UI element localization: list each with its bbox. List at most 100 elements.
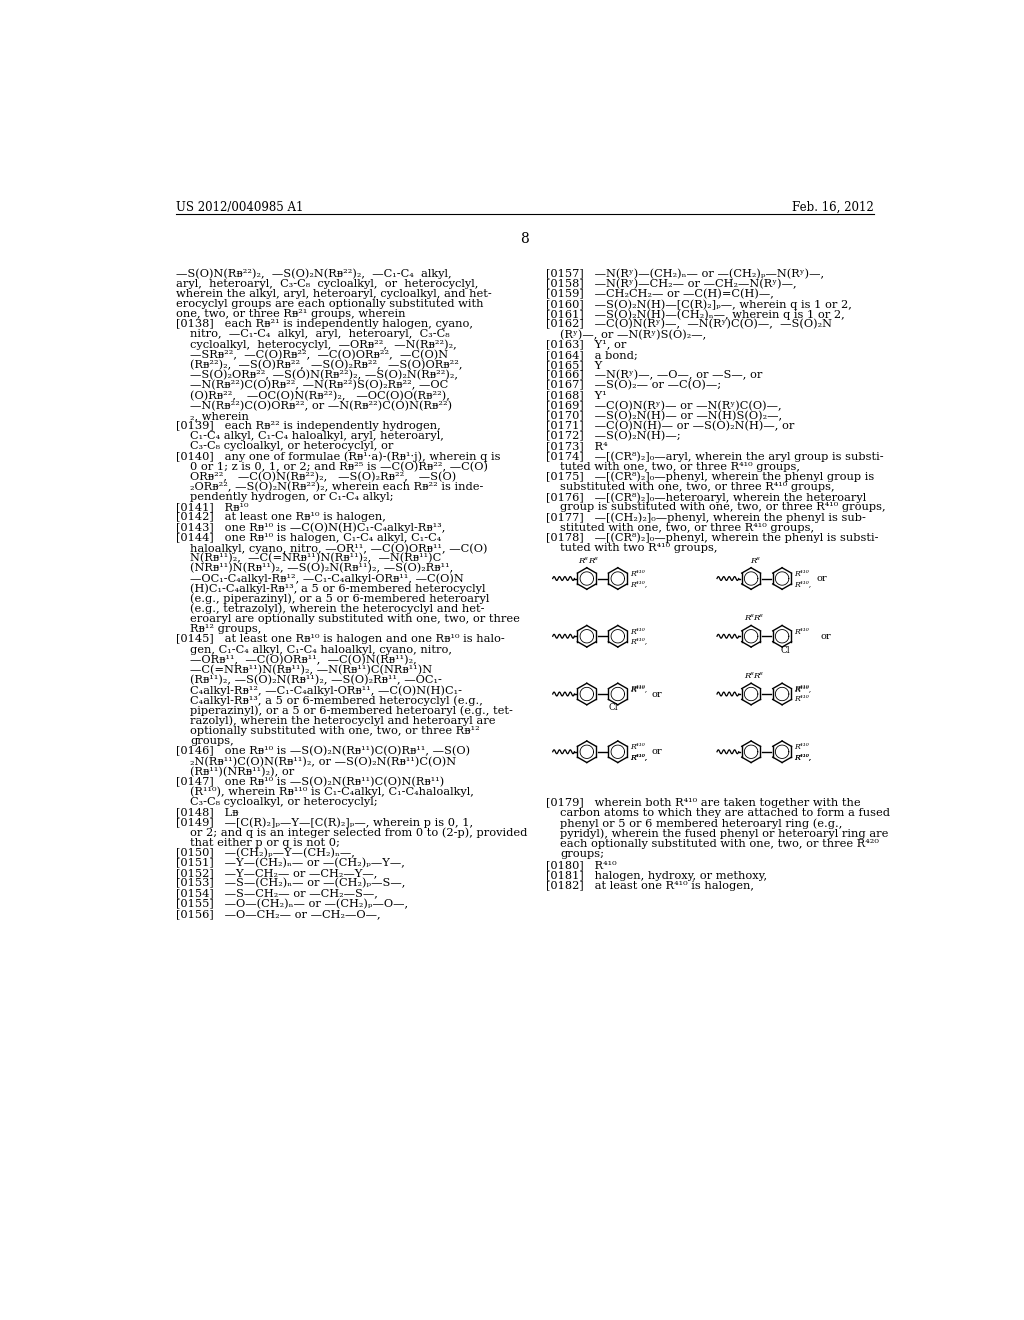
Text: 8: 8	[520, 231, 529, 246]
Text: [0176]   —[(CR⁸)₂]₀—heteroaryl, wherein the heteroaryl: [0176] —[(CR⁸)₂]₀—heteroaryl, wherein th…	[547, 492, 866, 503]
Text: [0172]   —S(O)₂N(H)—;: [0172] —S(O)₂N(H)—;	[547, 432, 681, 441]
Text: US 2012/0040985 A1: US 2012/0040985 A1	[176, 201, 303, 214]
Text: [0175]   —[(CR⁸)₂]₀—phenyl, wherein the phenyl group is: [0175] —[(CR⁸)₂]₀—phenyl, wherein the ph…	[547, 471, 874, 482]
Text: [0182]   at least one R⁴¹⁰ is halogen,: [0182] at least one R⁴¹⁰ is halogen,	[547, 880, 755, 891]
Text: [0150]   —(CH₂)ₚ—Y—(CH₂)ₙ—,: [0150] —(CH₂)ₚ—Y—(CH₂)ₙ—,	[176, 847, 355, 858]
Text: R⁴¹⁰,: R⁴¹⁰,	[630, 754, 647, 762]
Text: carbon atoms to which they are attached to form a fused: carbon atoms to which they are attached …	[560, 808, 891, 818]
Text: ₂N(Rᴃ¹¹)C(O)N(Rᴃ¹¹)₂, or —S(O)₂N(Rᴃ¹¹)C(O)N: ₂N(Rᴃ¹¹)C(O)N(Rᴃ¹¹)₂, or —S(O)₂N(Rᴃ¹¹)C(…	[190, 756, 456, 767]
Text: —N(Rᴃ²²)C(O)Rᴃ²², —N(Rᴃ²²)S(O)₂Rᴃ²², —OC: —N(Rᴃ²²)C(O)Rᴃ²², —N(Rᴃ²²)S(O)₂Rᴃ²², —OC	[190, 380, 449, 391]
Text: [0154]   —S—CH₂— or —CH₂—S—,: [0154] —S—CH₂— or —CH₂—S—,	[176, 888, 378, 899]
Text: R⁴¹⁰: R⁴¹⁰	[795, 743, 809, 751]
Text: [0166]   —N(Rʸ)—, —O—, or —S—, or: [0166] —N(Rʸ)—, —O—, or —S—, or	[547, 370, 763, 380]
Text: R⁴¹⁰,: R⁴¹⁰,	[795, 754, 812, 762]
Text: [0165]   Y: [0165] Y	[547, 360, 603, 370]
Text: each optionally substituted with one, two, or three R⁴²⁰: each optionally substituted with one, tw…	[560, 838, 880, 849]
Text: [0162]   —C(O)N(Rʸ)—,  —N(Rʸ)C(O)—,  —S(O)₂N: [0162] —C(O)N(Rʸ)—, —N(Rʸ)C(O)—, —S(O)₂N	[547, 319, 833, 330]
Text: [0161]   —S(O)₂N(H)—(CH₂)ₙ—, wherein q is 1 or 2,: [0161] —S(O)₂N(H)—(CH₂)ₙ—, wherein q is …	[547, 309, 845, 319]
Text: wherein the alkyl, aryl, heteroaryl, cycloalkyl, and het-: wherein the alkyl, aryl, heteroaryl, cyc…	[176, 289, 492, 298]
Text: [0151]   —Y—(CH₂)ₙ— or —(CH₂)ₚ—Y—,: [0151] —Y—(CH₂)ₙ— or —(CH₂)ₚ—Y—,	[176, 858, 404, 869]
Text: [0164]   a bond;: [0164] a bond;	[547, 350, 638, 360]
Text: R⁸: R⁸	[588, 557, 598, 565]
Text: pyridyl), wherein the fused phenyl or heteroaryl ring are: pyridyl), wherein the fused phenyl or he…	[560, 829, 889, 840]
Text: R⁴¹⁰: R⁴¹⁰	[630, 570, 645, 578]
Text: [0146]   one Rᴃ¹⁰ is —S(O)₂N(Rᴃ¹¹)C(O)Rᴃ¹¹, —S(O): [0146] one Rᴃ¹⁰ is —S(O)₂N(Rᴃ¹¹)C(O)Rᴃ¹¹…	[176, 746, 470, 756]
Text: (R¹¹⁰), wherein Rᴃ¹¹⁰ is C₁-C₄alkyl, C₁-C₄haloalkyl,: (R¹¹⁰), wherein Rᴃ¹¹⁰ is C₁-C₄alkyl, C₁-…	[190, 787, 474, 797]
Text: [0158]   —N(Rʸ)—CH₂— or —CH₂—N(Rʸ)—,: [0158] —N(Rʸ)—CH₂— or —CH₂—N(Rʸ)—,	[547, 279, 797, 289]
Text: R⁴¹⁰: R⁴¹⁰	[795, 627, 809, 636]
Text: R⁸: R⁸	[754, 672, 763, 680]
Text: Cl: Cl	[608, 704, 618, 713]
Text: stituted with one, two, or three R⁴¹⁰ groups,: stituted with one, two, or three R⁴¹⁰ gr…	[560, 523, 814, 532]
Text: R⁴¹⁰,: R⁴¹⁰,	[795, 579, 812, 587]
Text: Feb. 16, 2012: Feb. 16, 2012	[792, 201, 873, 214]
Text: R⁴¹⁰: R⁴¹⁰	[630, 685, 645, 693]
Text: N(Rᴃ¹¹)₂,  —C(=NRᴃ¹¹)N(Rᴃ¹¹)₂,  —N(Rᴃ¹¹)C: N(Rᴃ¹¹)₂, —C(=NRᴃ¹¹)N(Rᴃ¹¹)₂, —N(Rᴃ¹¹)C	[190, 553, 441, 564]
Text: nitro,  —C₁-C₄  alkyl,  aryl,  heteroaryl,  C₃-C₈: nitro, —C₁-C₄ alkyl, aryl, heteroaryl, C…	[190, 330, 450, 339]
Text: Cl: Cl	[780, 645, 791, 655]
Text: [0141]   Rᴃ¹⁰: [0141] Rᴃ¹⁰	[176, 503, 249, 512]
Text: [0171]   —C(O)N(H)— or —S(O)₂N(H)—, or: [0171] —C(O)N(H)— or —S(O)₂N(H)—, or	[547, 421, 795, 432]
Text: that either p or q is not 0;: that either p or q is not 0;	[190, 838, 340, 847]
Text: C₄alkyl-Rᴃ¹³, a 5 or 6-membered heterocyclyl (e.g.,: C₄alkyl-Rᴃ¹³, a 5 or 6-membered heterocy…	[190, 696, 483, 706]
Text: [0173]   R⁴: [0173] R⁴	[547, 441, 608, 451]
Text: [0177]   —[(CH₂)₂]₀—phenyl, wherein the phenyl is sub-: [0177] —[(CH₂)₂]₀—phenyl, wherein the ph…	[547, 512, 866, 523]
Text: R⁴¹⁰,: R⁴¹⁰,	[795, 754, 812, 762]
Text: [0155]   —O—(CH₂)ₙ— or —(CH₂)ₚ—O—,: [0155] —O—(CH₂)ₙ— or —(CH₂)ₚ—O—,	[176, 899, 409, 909]
Text: [0144]   one Rᴃ¹⁰ is halogen, C₁-C₄ alkyl, C₁-C₄: [0144] one Rᴃ¹⁰ is halogen, C₁-C₄ alkyl,…	[176, 533, 441, 543]
Text: [0152]   —Y—CH₂— or —CH₂—Y—,: [0152] —Y—CH₂— or —CH₂—Y—,	[176, 869, 378, 878]
Text: R⁴¹⁰,: R⁴¹⁰,	[630, 754, 647, 762]
Text: ₂, wherein: ₂, wherein	[190, 411, 249, 421]
Text: haloalkyl, cyano, nitro, —OR¹¹, —C(O)ORᴃ¹¹, —C(O): haloalkyl, cyano, nitro, —OR¹¹, —C(O)ORᴃ…	[190, 543, 487, 553]
Text: R⁸: R⁸	[744, 672, 754, 680]
Text: [0180]   R⁴¹⁰: [0180] R⁴¹⁰	[547, 861, 617, 870]
Text: piperazinyl), or a 5 or 6-membered heteroaryl (e.g., tet-: piperazinyl), or a 5 or 6-membered heter…	[190, 706, 513, 717]
Text: [0147]   one Rᴃ¹⁰ is —S(O)₂N(Rᴃ¹¹)C(O)N(Rᴃ¹¹): [0147] one Rᴃ¹⁰ is —S(O)₂N(Rᴃ¹¹)C(O)N(Rᴃ…	[176, 776, 444, 787]
Text: Rᴃ¹² groups,: Rᴃ¹² groups,	[190, 624, 261, 634]
Text: [0167]   —S(O)₂— or —C(O)—;: [0167] —S(O)₂— or —C(O)—;	[547, 380, 722, 391]
Text: [0163]   Y¹, or: [0163] Y¹, or	[547, 339, 627, 350]
Text: C₁-C₄ alkyl, C₁-C₄ haloalkyl, aryl, heteroaryl,: C₁-C₄ alkyl, C₁-C₄ haloalkyl, aryl, hete…	[190, 432, 443, 441]
Text: erocyclyl groups are each optionally substituted with: erocyclyl groups are each optionally sub…	[176, 300, 483, 309]
Text: (Rᴃ²²)₂,  —S(O)Rᴃ²²,  —S(O)₂Rᴃ²²,  —S(O)ORᴃ²²,: (Rᴃ²²)₂, —S(O)Rᴃ²², —S(O)₂Rᴃ²², —S(O)ORᴃ…	[190, 360, 463, 371]
Text: (e.g., piperazinyl), or a 5 or 6-membered heteroaryl: (e.g., piperazinyl), or a 5 or 6-membere…	[190, 594, 489, 605]
Text: pendently hydrogen, or C₁-C₄ alkyl;: pendently hydrogen, or C₁-C₄ alkyl;	[190, 492, 393, 502]
Text: —C(=NRᴃ¹¹)N(Rᴃ¹¹)₂, —N(Rᴃ¹¹)C(NRᴃ¹¹)N: —C(=NRᴃ¹¹)N(Rᴃ¹¹)₂, —N(Rᴃ¹¹)C(NRᴃ¹¹)N	[190, 665, 432, 676]
Text: [0169]   —C(O)N(Rʸ)— or —N(Rʸ)C(O)—,: [0169] —C(O)N(Rʸ)— or —N(Rʸ)C(O)—,	[547, 401, 782, 411]
Text: (H)C₁-C₄alkyl-Rᴃ¹³, a 5 or 6-membered heterocyclyl: (H)C₁-C₄alkyl-Rᴃ¹³, a 5 or 6-membered he…	[190, 583, 485, 594]
Text: R⁴¹⁰,: R⁴¹⁰,	[630, 685, 647, 693]
Text: phenyl or 5 or 6 membered heteroaryl ring (e.g.,: phenyl or 5 or 6 membered heteroaryl rin…	[560, 818, 843, 829]
Text: R⁴¹⁰: R⁴¹⁰	[795, 570, 809, 578]
Text: one, two, or three Rᴃ²¹ groups, wherein: one, two, or three Rᴃ²¹ groups, wherein	[176, 309, 406, 319]
Text: [0149]   —[C(R)₂]ₚ—Y—[C(R)₂]ₚ—, wherein p is 0, 1,: [0149] —[C(R)₂]ₚ—Y—[C(R)₂]ₚ—, wherein p …	[176, 817, 473, 828]
Text: R⁴¹⁰,: R⁴¹⁰,	[630, 638, 647, 645]
Text: aryl,  heteroaryl,  C₃-C₈  cycloalkyl,  or  heterocyclyl,: aryl, heteroaryl, C₃-C₈ cycloalkyl, or h…	[176, 279, 478, 289]
Text: R⁴¹⁰: R⁴¹⁰	[795, 685, 809, 693]
Text: or: or	[816, 574, 826, 583]
Text: or: or	[652, 747, 663, 756]
Text: [0181]   halogen, hydroxy, or methoxy,: [0181] halogen, hydroxy, or methoxy,	[547, 871, 768, 880]
Text: [0138]   each Rᴃ²¹ is independently halogen, cyano,: [0138] each Rᴃ²¹ is independently haloge…	[176, 319, 473, 329]
Text: R⁴¹⁰: R⁴¹⁰	[630, 743, 645, 751]
Text: [0142]   at least one Rᴃ¹⁰ is halogen,: [0142] at least one Rᴃ¹⁰ is halogen,	[176, 512, 386, 523]
Text: —S(O)N(Rᴃ²²)₂,  —S(O)₂N(Rᴃ²²)₂,  —C₁-C₄  alkyl,: —S(O)N(Rᴃ²²)₂, —S(O)₂N(Rᴃ²²)₂, —C₁-C₄ al…	[176, 268, 452, 279]
Text: 0 or 1; z is 0, 1, or 2; and Rᴃ²⁵ is —C(O)Rᴃ²², —C(O): 0 or 1; z is 0, 1, or 2; and Rᴃ²⁵ is —C(…	[190, 462, 488, 473]
Text: [0145]   at least one Rᴃ¹⁰ is halogen and one Rᴃ¹⁰ is halo-: [0145] at least one Rᴃ¹⁰ is halogen and …	[176, 635, 505, 644]
Text: —SRᴃ²²,  —C(O)Rᴃ²²,  —C(O)ORᴃ²²,  —C(O)N: —SRᴃ²², —C(O)Rᴃ²², —C(O)ORᴃ²², —C(O)N	[190, 350, 449, 360]
Text: [0153]   —S—(CH₂)ₙ— or —(CH₂)ₚ—S—,: [0153] —S—(CH₂)ₙ— or —(CH₂)ₚ—S—,	[176, 878, 406, 888]
Text: eroaryl are optionally substituted with one, two, or three: eroaryl are optionally substituted with …	[190, 614, 520, 624]
Text: C₃-C₈ cycloalkyl, or heterocyclyl;: C₃-C₈ cycloalkyl, or heterocyclyl;	[190, 797, 378, 807]
Text: gen, C₁-C₄ alkyl, C₁-C₄ haloalkyl, cyano, nitro,: gen, C₁-C₄ alkyl, C₁-C₄ haloalkyl, cyano…	[190, 644, 452, 655]
Text: R⁸: R⁸	[579, 557, 588, 565]
Text: (Rᴃ¹¹)₂, —S(O)₂N(Rᴃ¹¹)₂, —S(O)₂Rᴃ¹¹, —OC₁-: (Rᴃ¹¹)₂, —S(O)₂N(Rᴃ¹¹)₂, —S(O)₂Rᴃ¹¹, —OC…	[190, 675, 442, 685]
Text: —N(Rᴃ²²)C(O)ORᴃ²², or —N(Rᴃ²²)C(O)N(Rᴃ²²): —N(Rᴃ²²)C(O)ORᴃ²², or —N(Rᴃ²²)C(O)N(Rᴃ²²…	[190, 401, 453, 411]
Text: R⁴¹⁰: R⁴¹⁰	[795, 696, 809, 704]
Text: or: or	[820, 632, 830, 640]
Text: [0174]   —[(CR⁸)₂]₀—aryl, wherein the aryl group is substi-: [0174] —[(CR⁸)₂]₀—aryl, wherein the aryl…	[547, 451, 884, 462]
Text: razolyl), wherein the heterocyclyl and heteroaryl are: razolyl), wherein the heterocyclyl and h…	[190, 715, 496, 726]
Text: —ORᴃ¹¹,  —C(O)ORᴃ¹¹,  —C(O)N(Rᴃ¹¹)₂,: —ORᴃ¹¹, —C(O)ORᴃ¹¹, —C(O)N(Rᴃ¹¹)₂,	[190, 655, 417, 665]
Text: —S(O)₂ORᴃ²², —S(O)N(Rᴃ²²)₂, —S(O)₂N(Rᴃ²²)₂,: —S(O)₂ORᴃ²², —S(O)N(Rᴃ²²)₂, —S(O)₂N(Rᴃ²²…	[190, 370, 458, 380]
Text: [0179]   wherein both R⁴¹⁰ are taken together with the: [0179] wherein both R⁴¹⁰ are taken toget…	[547, 799, 861, 808]
Text: ₂ORᴃ²², —S(O)₂N(Rᴃ²²)₂, wherein each Rᴃ²² is inde-: ₂ORᴃ²², —S(O)₂N(Rᴃ²²)₂, wherein each Rᴃ²…	[190, 482, 483, 492]
Text: groups,: groups,	[190, 737, 233, 746]
